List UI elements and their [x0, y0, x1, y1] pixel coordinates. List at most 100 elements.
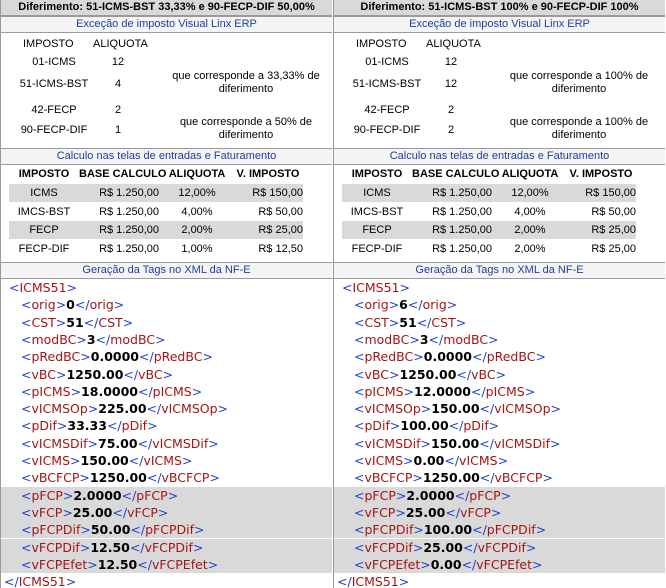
xml-token: vBCFCP [364, 470, 413, 486]
xml-token: pFCP [469, 487, 501, 503]
xml-token: > [549, 435, 561, 451]
xml-line: <vFCPDif>12.50</vFCPDif> [1, 538, 332, 556]
calc-cell: R$ 12,50 [258, 243, 303, 255]
calc-cell: ICMS [363, 187, 391, 199]
xml-token: < [21, 470, 32, 486]
xml-open-tag: <ICMS51> [342, 280, 410, 295]
xml-close-tag: </vICMS> [444, 453, 508, 468]
xml-line: <orig>0</orig> [1, 296, 332, 313]
calc-cell: R$ 150,00 [252, 187, 303, 199]
xml-open-tag: <orig> [354, 297, 399, 312]
xml-close-tag: </vICMSOp> [480, 401, 561, 416]
xml-value: 0.0000 [423, 349, 472, 365]
xml-token: > [446, 297, 458, 313]
xml-line: <vICMS>0.00</vICMS> [334, 452, 665, 469]
xml-open-tag: <vBC> [354, 367, 399, 382]
calc-cell: 2,00% [181, 224, 213, 236]
xml-token: > [122, 314, 134, 330]
xml-token: < [9, 280, 20, 295]
calc-header: V. IMPOSTO [236, 168, 300, 180]
xml-line: <vBC>1250.00</vBC> [1, 366, 332, 383]
xml-close-tag: </vFCPDif> [130, 540, 204, 555]
xml-token: > [147, 418, 158, 434]
xml-token: </ [83, 314, 99, 330]
calc-cell: FECP [362, 224, 392, 236]
xml-token: < [354, 470, 365, 486]
xml-token: > [413, 522, 424, 538]
calc-cell: R$ 1.250,00 [99, 243, 159, 255]
calc-cell: IMCS-BST [350, 206, 404, 218]
xml-close-tag: </pFCP> [455, 488, 512, 503]
xml-token: orig [364, 297, 389, 313]
xml-value: 100.00 [423, 522, 473, 538]
xml-token: pFCP [136, 487, 168, 503]
xml-line: <ICMS51> [1, 279, 332, 296]
xml-close-tag: </CST> [417, 315, 466, 330]
xml-close-tag: </vICMSDif> [479, 436, 560, 451]
xml-close-tag: </modBC> [96, 332, 166, 347]
xml-content: <pRedBC>0.0000</pRedBC> [354, 348, 546, 365]
xml-token: </ [95, 331, 111, 347]
xml-close-tag: </pRedBC> [139, 349, 213, 364]
calc-cell: R$ 1.250,00 [432, 243, 492, 255]
xml-value: 75.00 [98, 435, 138, 451]
xml-token: < [354, 418, 365, 434]
xml-line: <pICMS>18.0000</pICMS> [1, 383, 332, 400]
calc-cell: 12,00% [511, 187, 549, 199]
xml-value: 3 [86, 331, 96, 347]
xml-open-tag: <orig> [21, 297, 66, 312]
xml-token: < [354, 556, 365, 572]
xml-token: > [55, 314, 67, 330]
xml-content: <vFCPDif>25.00</vFCPDif> [354, 539, 536, 556]
xml-value: 0.00 [430, 556, 462, 572]
xml-token: > [535, 349, 546, 365]
xml-content: <pDif>100.00</pDif> [354, 417, 499, 434]
xml-line: </ICMS51> [1, 573, 332, 588]
xml-content: <orig>6</orig> [354, 296, 457, 313]
xml-token: > [217, 401, 229, 417]
xml-content: <CST>51</CST> [354, 314, 466, 331]
xml-line: <pFCP>2.0000</pFCP> [1, 486, 332, 504]
xml-value: 12.50 [97, 556, 138, 572]
xml-token: > [55, 366, 67, 382]
xml-token: vICMSOp [31, 401, 88, 417]
xml-content: <vFCP>25.00</vFCP> [354, 504, 501, 521]
xml-token: < [354, 383, 365, 399]
xml-line: <pICMS>12.0000</pICMS> [334, 383, 665, 400]
xml-token: < [21, 522, 32, 538]
xml-token: > [420, 556, 431, 572]
xml-token: < [21, 504, 32, 520]
xml-token: </ [445, 504, 461, 520]
xml-token: </ [74, 297, 90, 313]
xml-content: <vICMS>0.00</vICMS> [354, 452, 508, 469]
xml-content: <vFCPDif>12.50</vFCPDif> [21, 539, 203, 556]
xml-open-tag: <pFCP> [21, 488, 73, 503]
xml-token: </ [337, 574, 352, 588]
xml-token: pFCP [364, 487, 396, 503]
rates-note: que corresponde a 33,33% de diferimento [172, 70, 320, 95]
xml-open-tag: <vBCFCP> [21, 470, 90, 485]
xml-close-tag: </vBCFCP> [480, 470, 553, 485]
xml-token: </ [121, 487, 137, 503]
section-title: Exceção de imposto Visual Linx ERP [1, 16, 332, 33]
calc-row-bg [9, 221, 303, 239]
xml-token: > [403, 453, 414, 468]
xml-close-tag: </pICMS> [138, 384, 202, 399]
xml-token: modBC [443, 331, 489, 347]
xml-token: </ [479, 470, 495, 486]
xml-token: > [62, 487, 74, 503]
calc-header: IMPOSTO [351, 168, 403, 180]
xml-token: </ [462, 539, 478, 555]
xml-value: 100.00 [400, 418, 449, 434]
xml-value: 2.0000 [406, 487, 455, 503]
xml-content: </ICMS51> [337, 573, 409, 588]
xml-close-tag: </vBCFCP> [147, 470, 220, 485]
xml-value: 12.50 [90, 539, 130, 555]
xml-close-tag: </CST> [84, 315, 133, 330]
xml-line: <CST>51</CST> [1, 314, 332, 331]
xml-open-tag: <vICMS> [354, 453, 414, 468]
xml-line: <vFCP>25.00</vFCP> [334, 503, 665, 522]
xml-token: > [497, 453, 509, 468]
xml-value: 1250.00 [89, 470, 147, 486]
xml-token: </ [407, 297, 423, 313]
